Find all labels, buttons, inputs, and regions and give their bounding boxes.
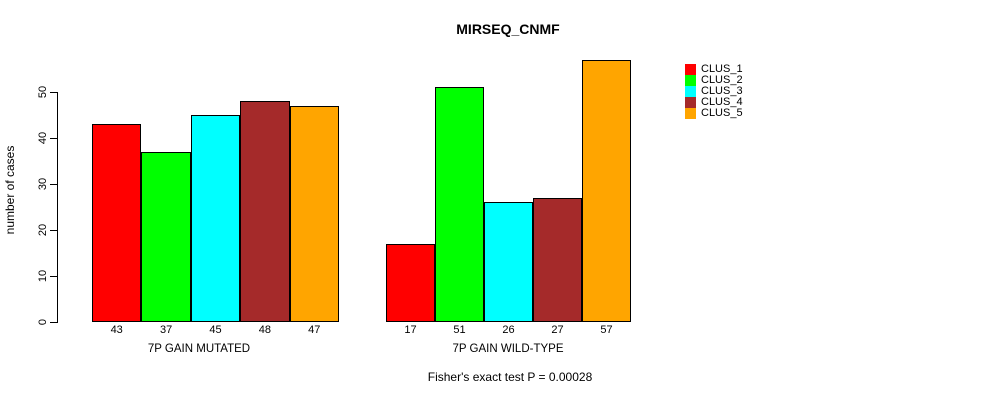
bar-value-label: 51 — [453, 324, 466, 336]
y-tick — [50, 184, 58, 185]
bar-value-label: 48 — [258, 324, 271, 336]
y-axis-line — [57, 92, 58, 323]
legend-label: CLUS_1 — [701, 63, 743, 75]
bar-clus_1 — [386, 243, 435, 322]
legend-label: CLUS_5 — [701, 107, 743, 119]
legend-swatch — [685, 86, 696, 97]
y-tick — [50, 276, 58, 277]
legend-swatch — [685, 97, 696, 108]
bar-clus_1 — [92, 124, 142, 322]
y-tick — [50, 230, 58, 231]
legend-item: CLUS_3 — [685, 86, 743, 97]
bar-clus_2 — [141, 151, 191, 322]
bar-value-label: 17 — [404, 324, 417, 336]
legend-label: CLUS_4 — [701, 96, 743, 108]
legend-item: CLUS_1 — [685, 64, 743, 75]
legend: CLUS_1 CLUS_2 CLUS_3 CLUS_4 CLUS_5 — [685, 64, 743, 119]
x-axis-label-wildtype: 7P GAIN WILD-TYPE — [452, 343, 564, 355]
y-tick — [50, 322, 58, 323]
bar-value-label: 45 — [209, 324, 222, 336]
bar-value-label: 43 — [110, 324, 123, 336]
y-tick — [50, 138, 58, 139]
bar-clus_5 — [289, 105, 339, 322]
legend-swatch — [685, 64, 696, 75]
legend-label: CLUS_3 — [701, 85, 743, 97]
chart-title: MIRSEQ_CNMF — [456, 21, 560, 37]
legend-item: CLUS_5 — [685, 108, 743, 119]
bar-value-label: 27 — [551, 324, 564, 336]
bar-clus_4 — [533, 197, 582, 322]
bar-value-label: 57 — [600, 324, 613, 336]
legend-item: CLUS_2 — [685, 75, 743, 86]
bar-clus_2 — [435, 87, 484, 322]
bar-value-label: 26 — [502, 324, 515, 336]
bar-value-label: 37 — [159, 324, 173, 336]
y-tick — [50, 92, 58, 93]
x-axis-label-mutated: 7P GAIN MUTATED — [147, 343, 251, 355]
bar-clus_3 — [190, 115, 241, 322]
bar-value-label: 47 — [308, 324, 321, 336]
legend-label: CLUS_2 — [701, 74, 743, 86]
fisher-test-annotation: Fisher's exact test P = 0.00028 — [427, 370, 593, 384]
legend-swatch — [685, 75, 696, 86]
legend-swatch — [685, 108, 696, 119]
bar-clus_5 — [582, 59, 631, 322]
bar-clus_4 — [240, 101, 290, 322]
bar-clus_3 — [484, 202, 533, 322]
legend-item: CLUS_4 — [685, 97, 743, 108]
